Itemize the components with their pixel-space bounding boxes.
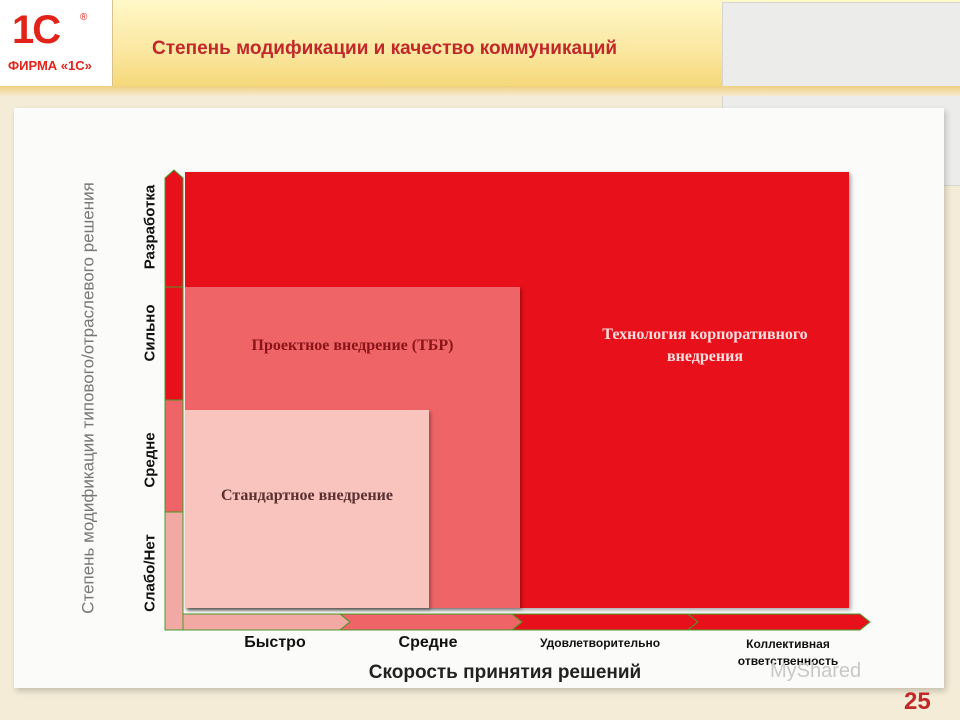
x-level-medium: Средне — [398, 634, 458, 651]
y-level-medium: Средне — [141, 432, 159, 488]
y-segment-2 — [164, 392, 184, 513]
y-axis-arrow — [164, 169, 184, 631]
x-segment-4 — [686, 613, 871, 631]
slide-title: Степень модификации и качество коммуника… — [152, 38, 618, 59]
watermark-text: MyShared — [770, 660, 862, 682]
logo-registered-mark: ® — [80, 12, 88, 23]
x-segment-2 — [338, 613, 523, 631]
x-axis-title: Скорость принятия решений — [368, 662, 642, 683]
y-level-weak: Слабо/Нет — [141, 534, 159, 612]
region-standard-label: Стандартное внедрение — [221, 487, 393, 504]
region-project-label: Проектное внедрение (ТБР) — [251, 337, 454, 354]
region-corporate-label: Технология корпоративного внедрения — [602, 326, 808, 365]
y-segment-4 — [164, 169, 184, 288]
y-level-development: Разработка — [141, 184, 159, 270]
x-level-fast: Быстро — [244, 634, 306, 651]
y-segment-1 — [164, 504, 184, 631]
company-logo: 1С ® ФИРМА «1С» — [0, 0, 113, 86]
y-level-strong: Сильно — [141, 304, 159, 362]
region-standard — [185, 410, 429, 608]
x-level-satisfactory: Удовлетворительно — [539, 636, 661, 650]
page-number: 25 — [904, 688, 931, 715]
y-axis-title: Степень модификации типового/отраслевого… — [78, 182, 98, 614]
x-segment-3 — [510, 613, 699, 631]
y-segment-3 — [164, 279, 184, 401]
header-divider — [0, 86, 960, 96]
logo-mark: 1С — [12, 8, 61, 52]
x-axis-arrow — [182, 613, 871, 631]
logo-text: ФИРМА «1С» — [8, 58, 92, 73]
watermark: MyShared — [770, 660, 861, 683]
x-segment-1 — [182, 613, 351, 631]
x-level-collective: Коллективная ответственность — [737, 637, 839, 668]
